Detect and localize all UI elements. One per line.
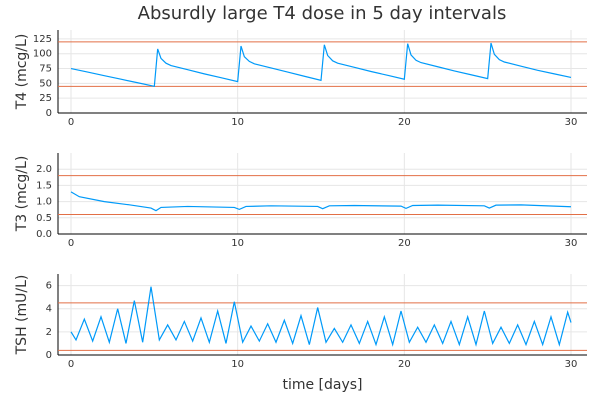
y-tick-label: 1.5 <box>36 180 52 191</box>
y-tick-label: 100 <box>33 49 52 60</box>
y-tick-label: 0.5 <box>36 213 52 224</box>
x-tick-label: 10 <box>231 117 244 128</box>
y-tick-label: 1.0 <box>36 197 52 208</box>
y-axis-label: TSH (mU/L) <box>14 275 30 356</box>
data-line <box>70 286 572 347</box>
y-tick-label: 6 <box>46 281 52 292</box>
y-tick-label: 0 <box>46 108 52 119</box>
y-tick-label: 25 <box>39 93 52 104</box>
x-tick-label: 20 <box>398 359 411 370</box>
x-tick-label: 30 <box>565 359 578 370</box>
data-line <box>70 42 572 88</box>
y-axis-label: T3 (mcg/L) <box>14 156 30 233</box>
y-tick-label: 2.0 <box>36 164 52 175</box>
y-tick-label: 75 <box>39 64 52 75</box>
x-axis-label: time [days] <box>282 377 362 393</box>
y-tick-label: 2 <box>46 327 52 338</box>
x-tick-label: 30 <box>565 117 578 128</box>
y-tick-label: 0 <box>46 350 52 361</box>
y-tick-label: 125 <box>33 34 52 45</box>
x-tick-label: 0 <box>68 117 74 128</box>
x-tick-label: 10 <box>231 238 244 249</box>
y-tick-label: 0.0 <box>36 229 52 240</box>
x-tick-label: 30 <box>565 238 578 249</box>
data-line <box>70 191 572 212</box>
x-tick-label: 10 <box>231 359 244 370</box>
x-tick-label: 0 <box>68 359 74 370</box>
y-tick-label: 4 <box>46 304 52 315</box>
x-tick-label: 0 <box>68 238 74 249</box>
x-tick-label: 20 <box>398 117 411 128</box>
y-axis-label: T4 (mcg/L) <box>14 34 30 111</box>
chart-title: Absurdly large T4 dose in 5 day interval… <box>138 3 507 24</box>
y-tick-label: 50 <box>39 78 52 89</box>
x-tick-label: 20 <box>398 238 411 249</box>
